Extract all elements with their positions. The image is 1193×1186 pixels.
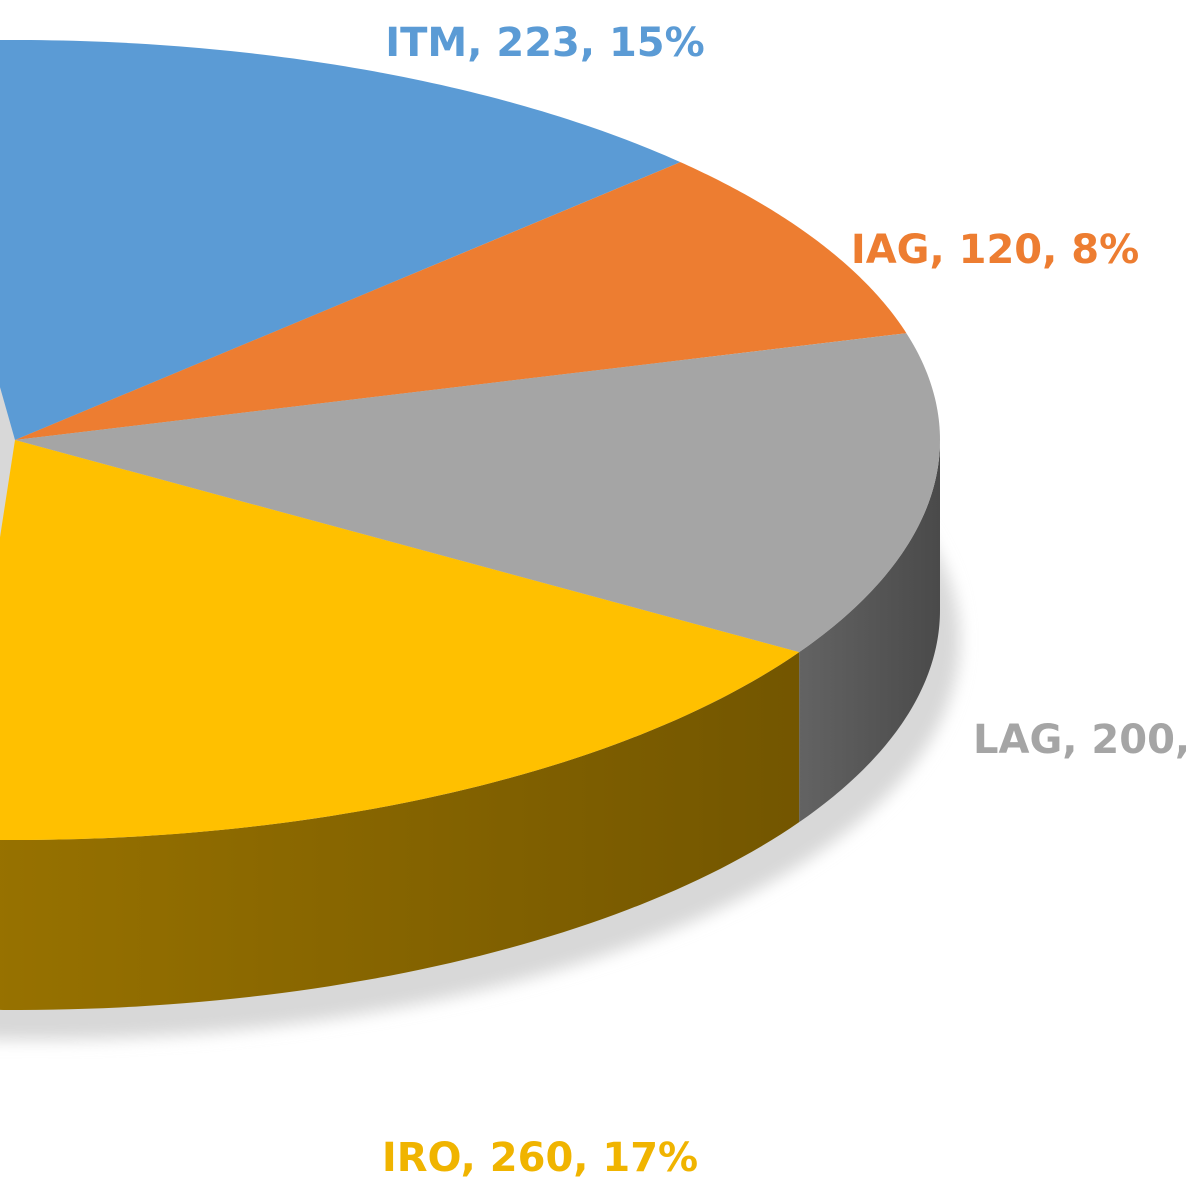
slice xyxy=(0,40,681,440)
data-label: LAG, 200, xyxy=(973,717,1190,763)
slice xyxy=(15,333,940,653)
data-label: IRO, 260, 17% xyxy=(382,1135,698,1181)
data-label: IAG, 120, 8% xyxy=(851,227,1139,273)
slice xyxy=(15,162,907,440)
slice-side xyxy=(799,440,940,823)
slice-side xyxy=(0,652,800,1010)
data-label: ITM, 223, 15% xyxy=(385,20,704,66)
slice xyxy=(0,440,800,840)
